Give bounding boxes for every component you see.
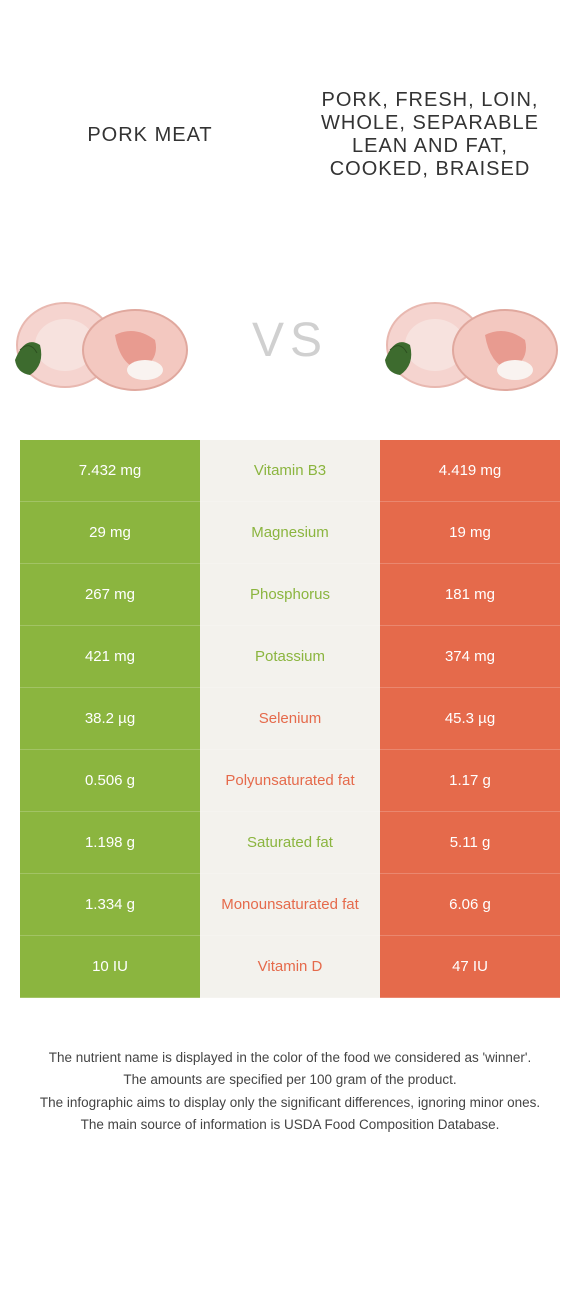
- left-value: 421 mg: [20, 626, 200, 688]
- table-row: 421 mgPotassium374 mg: [20, 626, 560, 688]
- nutrient-label: Monounsaturated fat: [200, 874, 380, 936]
- vs-label: VS: [252, 313, 328, 368]
- table-row: 10 IUVitamin D47 IU: [20, 936, 560, 998]
- right-value: 1.17 g: [380, 750, 560, 812]
- left-value: 0.506 g: [20, 750, 200, 812]
- right-value: 4.419 mg: [380, 440, 560, 502]
- nutrient-label: Polyunsaturated fat: [200, 750, 380, 812]
- left-value: 7.432 mg: [20, 440, 200, 502]
- nutrient-label: Vitamin B3: [200, 440, 380, 502]
- nutrient-table: 7.432 mgVitamin B34.419 mg29 mgMagnesium…: [20, 440, 560, 998]
- right-value: 374 mg: [380, 626, 560, 688]
- vs-row: VS: [0, 260, 580, 440]
- nutrient-label: Saturated fat: [200, 812, 380, 874]
- footer-notes: The nutrient name is displayed in the co…: [0, 998, 580, 1157]
- nutrient-label: Selenium: [200, 688, 380, 750]
- table-row: 7.432 mgVitamin B34.419 mg: [20, 440, 560, 502]
- footer-line: The infographic aims to display only the…: [20, 1093, 560, 1113]
- right-food-title: Pork, fresh, loin, whole, separable lean…: [304, 89, 556, 181]
- left-value: 1.198 g: [20, 812, 200, 874]
- left-value: 10 IU: [20, 936, 200, 998]
- right-value: 181 mg: [380, 564, 560, 626]
- left-food-image: [0, 270, 210, 410]
- footer-line: The amounts are specified per 100 gram o…: [20, 1070, 560, 1090]
- table-row: 29 mgMagnesium19 mg: [20, 502, 560, 564]
- left-value: 1.334 g: [20, 874, 200, 936]
- left-value: 38.2 µg: [20, 688, 200, 750]
- right-food-image: [370, 270, 580, 410]
- nutrient-label: Potassium: [200, 626, 380, 688]
- footer-line: The nutrient name is displayed in the co…: [20, 1048, 560, 1068]
- left-value: 29 mg: [20, 502, 200, 564]
- nutrient-label: Phosphorus: [200, 564, 380, 626]
- footer-line: The main source of information is USDA F…: [20, 1115, 560, 1135]
- right-value: 47 IU: [380, 936, 560, 998]
- nutrient-label: Vitamin D: [200, 936, 380, 998]
- header: Pork meat Pork, fresh, loin, whole, sepa…: [0, 0, 580, 260]
- right-value: 5.11 g: [380, 812, 560, 874]
- right-value: 6.06 g: [380, 874, 560, 936]
- left-food-title: Pork meat: [24, 124, 276, 147]
- table-row: 267 mgPhosphorus181 mg: [20, 564, 560, 626]
- table-row: 1.334 gMonounsaturated fat6.06 g: [20, 874, 560, 936]
- left-value: 267 mg: [20, 564, 200, 626]
- nutrient-label: Magnesium: [200, 502, 380, 564]
- table-row: 38.2 µgSelenium45.3 µg: [20, 688, 560, 750]
- right-value: 45.3 µg: [380, 688, 560, 750]
- table-row: 0.506 gPolyunsaturated fat1.17 g: [20, 750, 560, 812]
- right-value: 19 mg: [380, 502, 560, 564]
- table-row: 1.198 gSaturated fat5.11 g: [20, 812, 560, 874]
